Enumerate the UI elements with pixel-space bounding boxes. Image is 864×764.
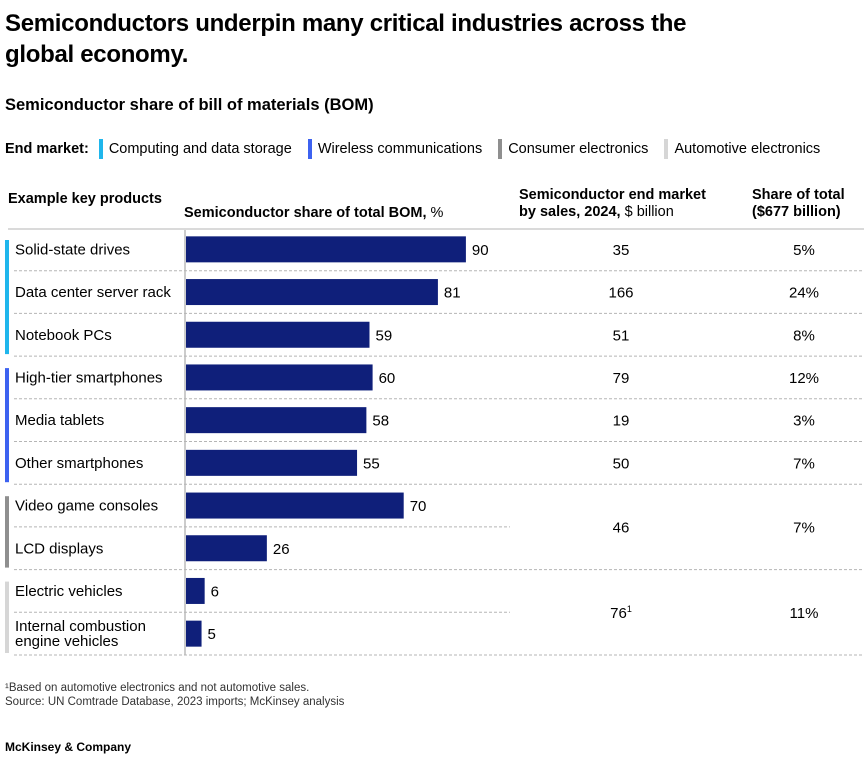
market-value: 35 (613, 242, 630, 259)
bar (186, 279, 438, 306)
legend-item-computing: Computing and data storage (98, 139, 292, 159)
bar-value-label: 59 (375, 327, 392, 344)
bar-value-label: 81 (444, 285, 461, 302)
legend-text-computing: Computing and data storage (108, 141, 292, 157)
legend: End market: Computing and data storage W… (5, 138, 836, 160)
market-value: 46 (613, 519, 630, 536)
category-label: Media tablets (15, 412, 104, 429)
bar (186, 407, 367, 434)
segment-marker (5, 581, 9, 653)
bar (186, 364, 373, 391)
share-value: 7% (793, 455, 815, 472)
category-label: Video game consoles (15, 498, 158, 515)
footnote: ¹Based on automotive electronics and not… (5, 682, 310, 694)
bar (186, 321, 370, 348)
bar-value-label: 26 (273, 541, 290, 558)
market-value: 19 (613, 413, 630, 430)
category-label: Other smartphones (15, 455, 143, 472)
market-value: 51 (613, 327, 630, 344)
legend-swatch-automotive (664, 139, 669, 159)
source-note: Source: UN Comtrade Database, 2023 impor… (5, 696, 345, 708)
category-label: Solid-state drives (15, 241, 130, 258)
legend-label: End market: (5, 141, 89, 157)
header-products: Example key products (8, 191, 162, 208)
category-label: Data center server rack (15, 284, 171, 301)
category-label: Internal combustion engine vehicles (15, 618, 146, 650)
legend-text-wireless: Wireless communications (317, 141, 483, 157)
market-value: 50 (613, 455, 630, 472)
header-products-text: Example key products (8, 191, 162, 207)
bar (186, 492, 404, 519)
segment-marker (5, 368, 9, 483)
header-market-unit: $ billion (624, 204, 674, 220)
bar (186, 236, 466, 263)
legend-swatch-consumer (498, 139, 503, 159)
header-share-line1: Share of total (752, 187, 845, 203)
legend-item-consumer: Consumer electronics (498, 139, 648, 159)
header-market-line1: Semiconductor end market (519, 187, 706, 203)
header-market-line2: by sales, 2024, (519, 204, 621, 220)
bar-value-label: 55 (363, 455, 380, 472)
share-value: 3% (793, 413, 815, 430)
bar (186, 577, 205, 604)
share-value: 24% (789, 285, 819, 302)
share-value: 12% (789, 370, 819, 387)
bar-value-label: 60 (379, 370, 396, 387)
brand-logo-text: McKinsey & Company (5, 740, 132, 754)
legend-swatch-computing (98, 139, 103, 159)
bar (186, 449, 358, 476)
market-value: 79 (613, 370, 630, 387)
category-label: Notebook PCs (15, 327, 112, 344)
category-label: LCD displays (15, 540, 103, 557)
segment-marker (5, 240, 9, 355)
legend-item-automotive: Automotive electronics (664, 139, 820, 159)
header-share-line2: ($677 billion) (752, 204, 841, 220)
bar (186, 620, 202, 647)
market-value: 761 (610, 604, 632, 622)
legend-text-consumer: Consumer electronics (508, 141, 649, 157)
legend-item-wireless: Wireless communications (307, 139, 483, 159)
share-value: 5% (793, 242, 815, 259)
bar-value-label: 5 (208, 626, 216, 643)
legend-text-automotive: Automotive electronics (674, 141, 821, 157)
legend-swatch-wireless (307, 139, 312, 159)
header-market: Semiconductor end market by sales, 2024,… (519, 187, 706, 221)
header-bom-unit: % (430, 205, 444, 221)
chart-subtitle: Semiconductor share of bill of materials… (5, 96, 374, 114)
category-label: Electric vehicles (15, 583, 123, 600)
category-label: High-tier smartphones (15, 369, 163, 386)
header-bom-bold: Semiconductor share of total BOM, (184, 205, 427, 221)
header-bom: Semiconductor share of total BOM, % (184, 205, 443, 222)
bar-value-label: 6 (211, 583, 219, 600)
header-share: Share of total ($677 billion) (752, 187, 845, 221)
segment-marker (5, 496, 9, 568)
bar-value-label: 90 (472, 242, 489, 259)
bar-value-label: 58 (372, 413, 389, 430)
share-value: 11% (790, 605, 819, 622)
chart-title: Semiconductors underpin many critical in… (5, 10, 687, 68)
share-value: 8% (793, 327, 815, 344)
bar (186, 535, 267, 562)
share-value: 7% (793, 519, 815, 536)
market-value: 166 (608, 285, 633, 302)
bar-value-label: 70 (410, 498, 427, 515)
